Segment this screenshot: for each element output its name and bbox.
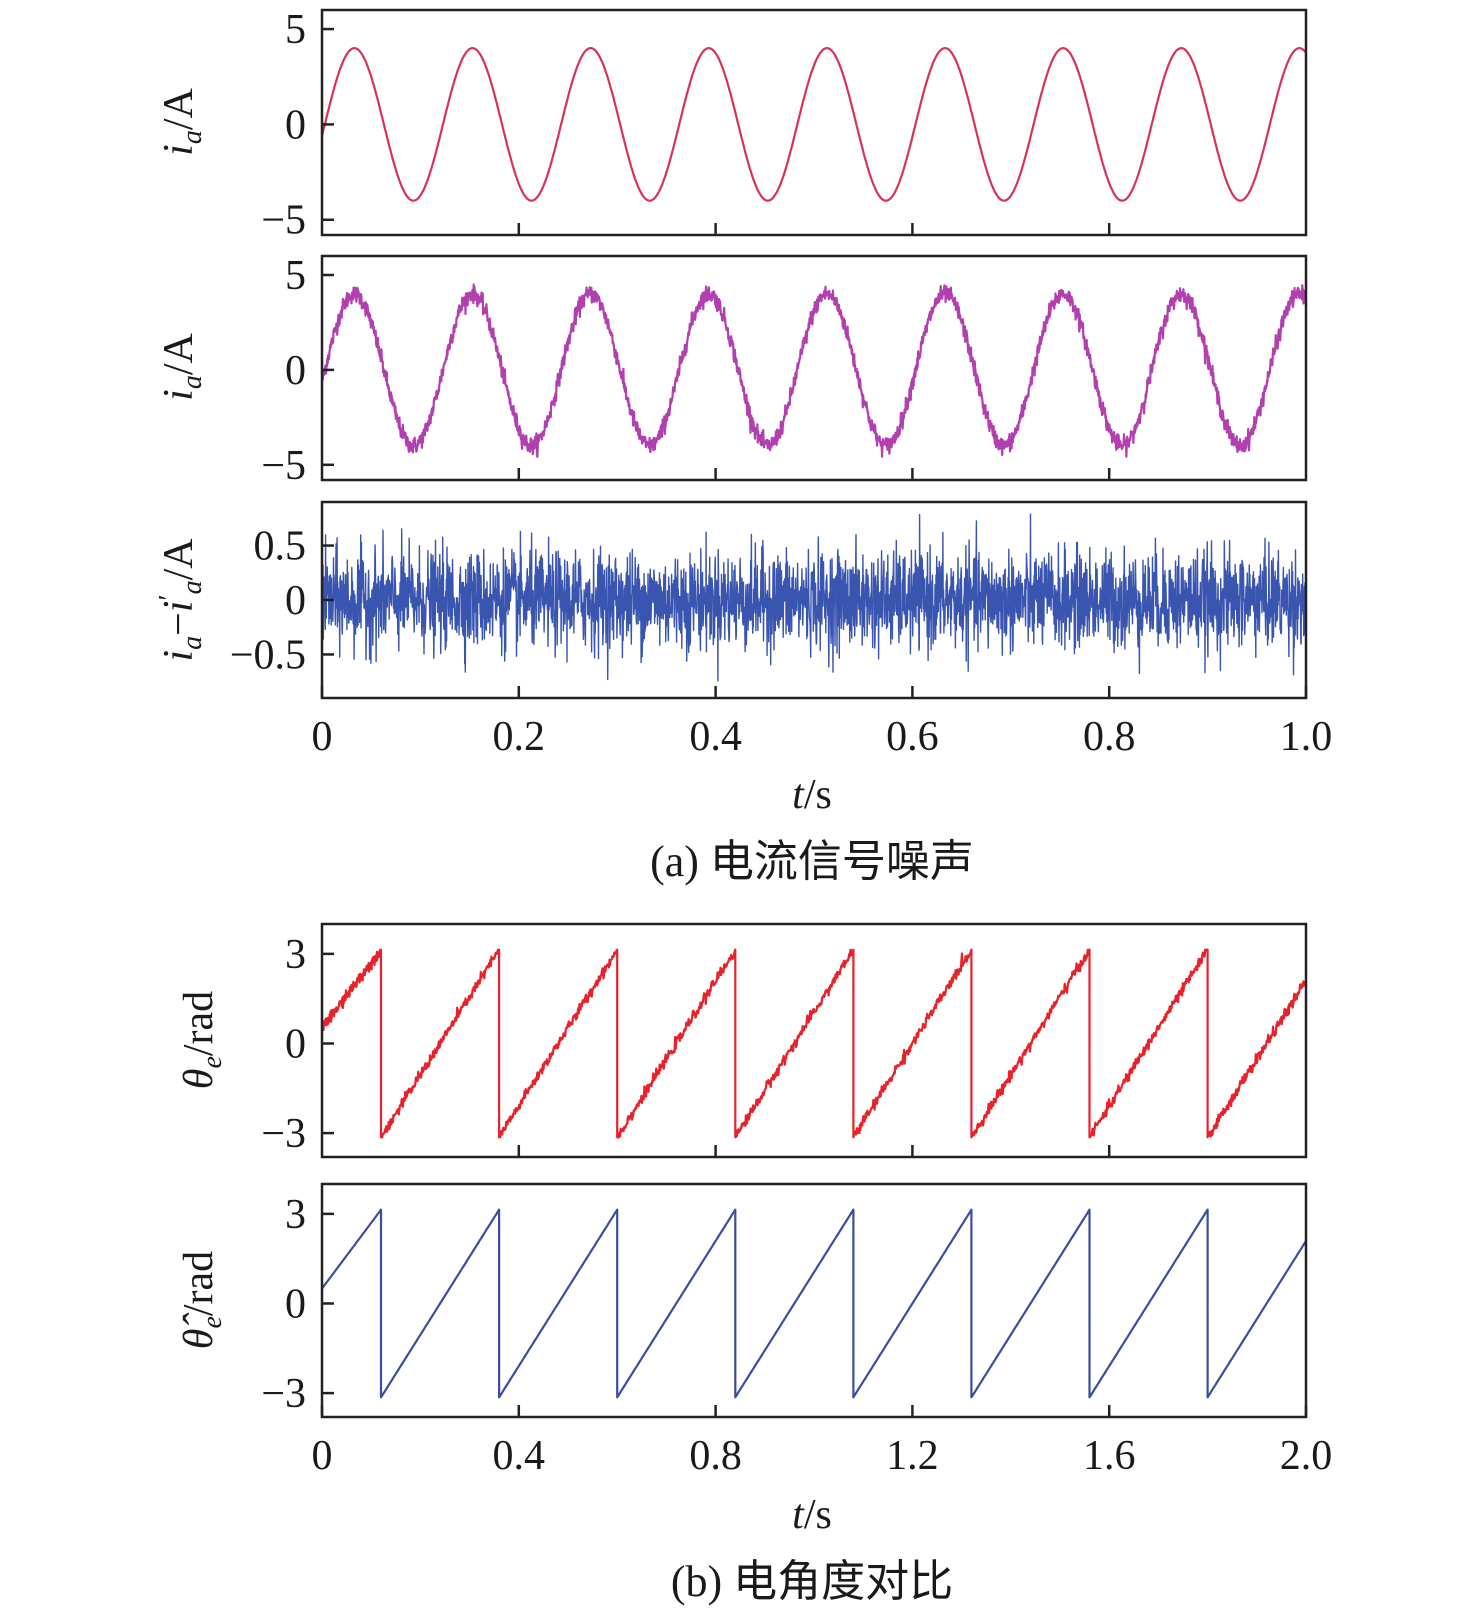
panel-a3-ytick-label: −0.5 bbox=[230, 632, 306, 678]
panel-b1-ylabel: θe/rad bbox=[176, 991, 228, 1089]
panel-a2-ylabel: ia/A bbox=[156, 332, 208, 400]
panel-b1-ytick-label: 0 bbox=[285, 1021, 306, 1067]
panel-a2-ytick-label: 0 bbox=[285, 348, 306, 394]
panel-a3-xtick-label: 0.2 bbox=[493, 714, 546, 760]
panel-a3-ylabel: ia−i′a/A bbox=[154, 538, 208, 662]
panel-a3-ytick-label: 0 bbox=[285, 578, 306, 624]
panel-b2-xtick-label: 0.4 bbox=[493, 1433, 546, 1479]
panel-b2-xtick-label: 1.2 bbox=[886, 1433, 939, 1479]
panel-b2-ytick-label: −3 bbox=[261, 1371, 306, 1417]
panel-b2-xtick-label: 0 bbox=[312, 1433, 333, 1479]
panel-a2-series-line bbox=[320, 283, 1308, 458]
panel-a1-ylabel: ia/A bbox=[156, 87, 208, 155]
panel-b2-xlabel: t/s bbox=[792, 1492, 832, 1538]
panel-b2-ylabel: θ̂e/rad bbox=[176, 1251, 228, 1349]
panel-a1-ytick-label: 0 bbox=[285, 102, 306, 148]
panel-a1-frame bbox=[320, 8, 1308, 237]
panel-b2-xtick-label: 2.0 bbox=[1280, 1433, 1333, 1479]
panel-a1: ia/A −5 0 5 bbox=[156, 7, 1308, 244]
panel-a3-xtick-label: 0 bbox=[312, 714, 333, 760]
caption-a: (a) 电流信号噪声 bbox=[650, 837, 974, 886]
panel-b1-frame bbox=[320, 922, 1308, 1159]
panel-a3: ia−i′a/A t/s −0.500.50 0.2 0.4 0.6 0.8 1.0 bbox=[154, 500, 1333, 818]
caption-b: (b) 电角度对比 bbox=[671, 1557, 953, 1606]
panel-a3-ytick-label: 0.5 bbox=[254, 524, 307, 570]
panel-b1-ytick-label: −3 bbox=[261, 1111, 306, 1157]
panel-a2-frame bbox=[320, 254, 1308, 482]
panel-a3-xtick-label: 0.6 bbox=[886, 714, 939, 760]
panel-a3-xtick-label: 1.0 bbox=[1280, 714, 1333, 760]
panel-b2-xtick-label: 1.6 bbox=[1083, 1433, 1136, 1479]
panel-b2-xtick-label: 0.8 bbox=[689, 1433, 742, 1479]
panel-a1-series-line bbox=[320, 47, 1307, 202]
panel-a1-ytick-label: −5 bbox=[261, 198, 306, 244]
panel-b2-ytick-label: 0 bbox=[285, 1281, 306, 1327]
panel-a1-ytick-label: 5 bbox=[285, 7, 306, 53]
panel-a3-xtick-label: 0.4 bbox=[689, 714, 742, 760]
panel-a3-xtick-label: 0.8 bbox=[1083, 714, 1136, 760]
panel-b2-frame bbox=[320, 1182, 1308, 1419]
panel-a3-xlabel: t/s bbox=[792, 772, 832, 818]
panel-b1: θe/rad −3 0 3 bbox=[176, 922, 1308, 1159]
panel-b1-series-line bbox=[321, 948, 1308, 1139]
panel-a2-ytick-label: 5 bbox=[285, 253, 306, 299]
panel-a2: ia/A −5 0 5 bbox=[156, 253, 1308, 489]
panel-b1-ytick-label: 3 bbox=[285, 932, 306, 978]
panel-a3-series-line bbox=[321, 513, 1307, 682]
panel-b2-series-line bbox=[321, 1208, 1307, 1399]
panel-a2-ytick-label: −5 bbox=[261, 443, 306, 489]
panel-b2-ytick-label: 3 bbox=[285, 1192, 306, 1238]
